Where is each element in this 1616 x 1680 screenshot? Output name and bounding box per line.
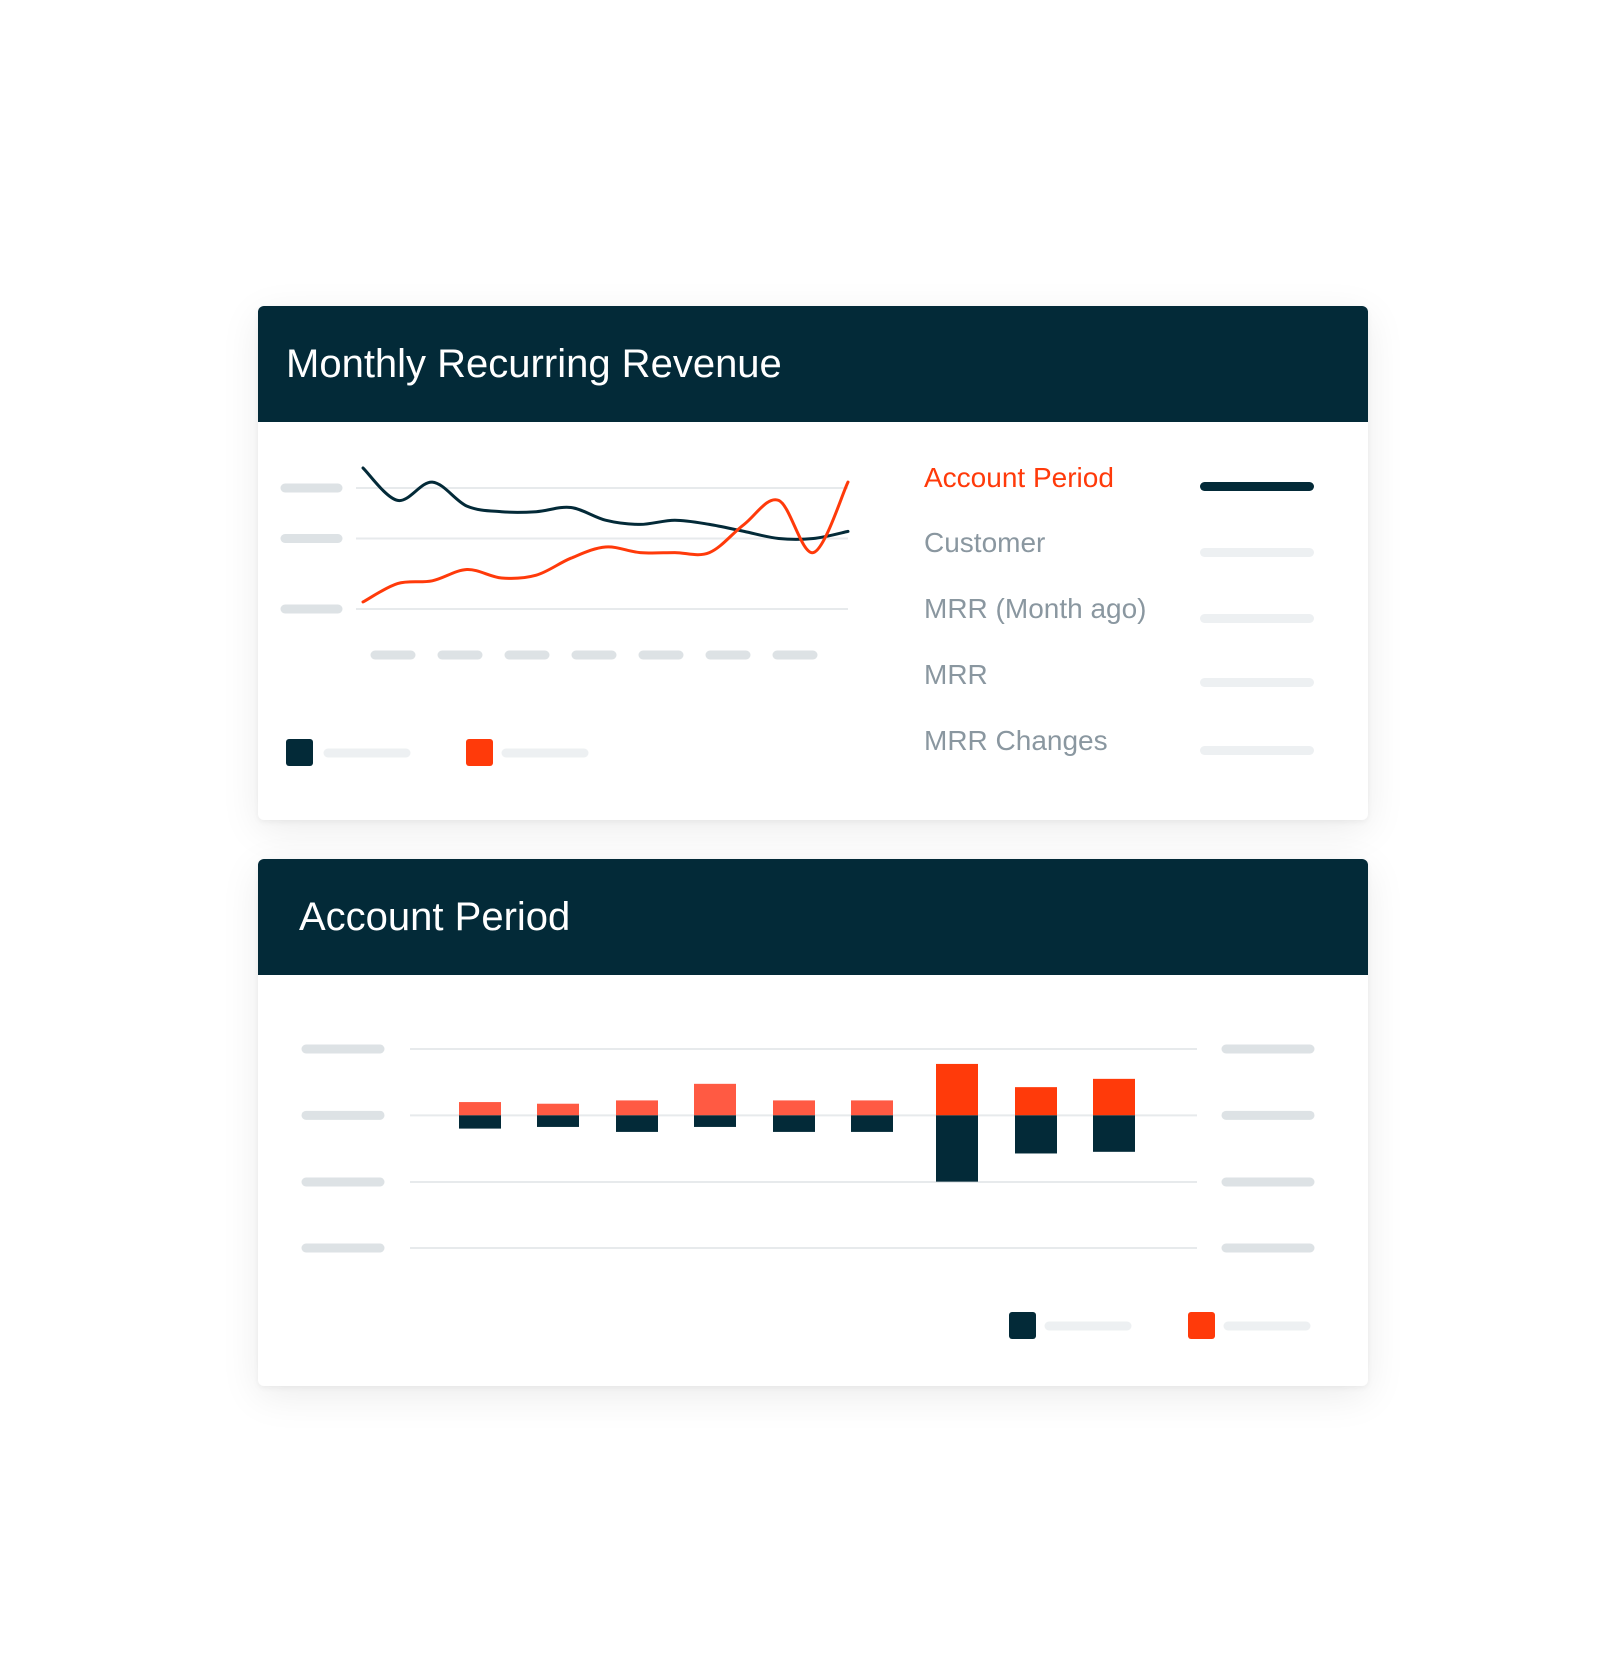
metric-mrr-month-ago-bar (1200, 614, 1314, 623)
legend-swatch-dark (286, 739, 313, 766)
bar-negative (537, 1115, 579, 1127)
bar-positive (773, 1100, 815, 1116)
account-period-card: Account Period (258, 859, 1368, 1386)
metric-mrr-changes[interactable]: MRR Changes (924, 725, 1108, 756)
account-period-card-header: Account Period (258, 859, 1368, 975)
bar-positive (616, 1100, 658, 1116)
account-period-card-title: Account Period (299, 894, 571, 939)
bar-negative (694, 1115, 736, 1127)
bar-negative (616, 1115, 658, 1132)
metric-customer-bar (1200, 548, 1314, 557)
series-line-1 (361, 466, 850, 541)
bar-negative (851, 1115, 893, 1132)
mrr-card: Monthly Recurring Revenue Account Period… (258, 306, 1368, 820)
bar-positive (1093, 1078, 1135, 1116)
metric-customer[interactable]: Customer (924, 527, 1046, 558)
legend-swatch-accent (466, 739, 493, 766)
bar-negative (459, 1115, 501, 1129)
bar-positive (851, 1100, 893, 1116)
mrr-card-header: Monthly Recurring Revenue (258, 306, 1368, 422)
metric-mrr-month-ago[interactable]: MRR (Month ago) (924, 593, 1147, 624)
mrr-card-title: Monthly Recurring Revenue (286, 341, 782, 386)
metric-mrr-bar (1200, 678, 1314, 687)
legend-swatch-accent (1188, 1312, 1215, 1339)
metric-account-period[interactable]: Account Period (924, 462, 1114, 493)
bar-positive (537, 1103, 579, 1116)
account-period-bar-chart (301, 1044, 1315, 1339)
metric-mrr[interactable]: MRR (924, 659, 988, 690)
bar-positive (694, 1083, 736, 1116)
metric-account-period-bar (1200, 482, 1314, 491)
bar-positive (936, 1063, 978, 1116)
mrr-line-chart (280, 466, 850, 766)
bar-positive (459, 1102, 501, 1116)
legend-swatch-dark (1009, 1312, 1036, 1339)
bar-negative (936, 1115, 978, 1182)
series-line-2 (361, 480, 850, 604)
bar-negative (1093, 1115, 1135, 1152)
bar-negative (773, 1115, 815, 1132)
bar-negative (1015, 1115, 1057, 1154)
bar-positive (1015, 1087, 1057, 1116)
metric-mrr-changes-bar (1200, 746, 1314, 755)
